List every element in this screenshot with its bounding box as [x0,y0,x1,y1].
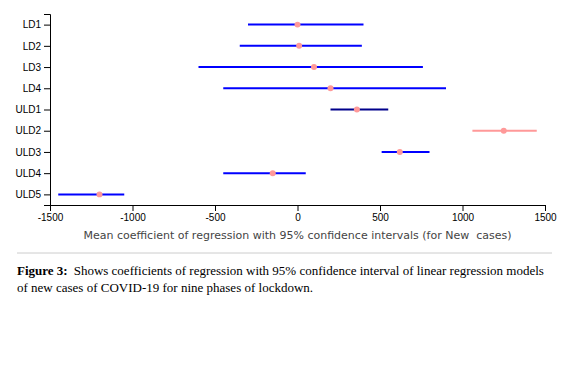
x-tick-label: -500 [205,212,225,223]
y-tick-mark [44,152,50,153]
x-tick-label: 500 [372,212,389,223]
separator [17,253,552,254]
plot-area [58,22,537,198]
y-tick-label: LD2 [23,41,42,52]
x-tick: 0 [295,205,301,223]
caption-text: Shows coefficients of regression with 95… [74,263,544,278]
y-tick: LD2 [23,41,50,52]
y-tick-label: ULD1 [15,104,41,115]
caption-text: of new cases of COVID-19 for nine phases… [17,280,313,295]
y-tick-label: ULD2 [15,125,41,136]
mean-marker [295,22,301,28]
x-tick-mark [298,205,299,211]
ci-line [199,66,423,68]
caption-label: Figure 3: [17,263,68,278]
y-tick-label: ULD4 [15,168,41,179]
y-tick: ULD4 [15,168,50,179]
x-tick-mark [463,205,464,211]
mean-marker [397,149,403,155]
x-axis: -1500 -1000 -500 0 500 1000 1500 [38,205,557,223]
y-tick-mark [44,131,50,132]
x-tick-label: 0 [295,212,301,223]
x-tick: -1500 [38,205,64,223]
mean-marker [328,85,334,91]
y-tick-mark [44,46,50,47]
x-tick: -500 [205,205,225,223]
y-axis: LD1 LD2 LD3 LD4 ULD1 ULD2 ULD3 ULD4 ULD5 [15,15,50,206]
y-tick-mark [44,173,50,174]
x-tick: -1000 [120,205,146,223]
x-tick-label: 1000 [452,212,475,223]
y-tick-label: ULD3 [15,147,41,158]
y-tick-mark [44,110,50,111]
y-tick: ULD2 [15,125,50,136]
mean-marker [270,170,276,176]
y-tick: LD4 [23,83,50,94]
ci-line [382,151,430,153]
x-tick-mark [380,205,381,211]
mean-marker [296,43,302,49]
x-tick-label: -1500 [38,212,64,223]
caption: Figure 3: Shows coefficients of regressio… [17,263,544,295]
x-axis-line [51,206,546,212]
y-tick-mark [44,67,50,68]
mean-marker [354,107,360,113]
x-tick-label: -1000 [120,212,146,223]
y-tick: ULD3 [15,147,50,158]
ci-line [223,172,306,174]
x-tick-mark [133,205,134,211]
chart: -1500 -1000 -500 0 500 1000 1500 LD1 LD2 LD3 LD4 UL… [0,0,569,367]
y-tick: LD1 [23,19,50,30]
y-tick: ULD1 [15,104,50,115]
y-tick-label: LD4 [23,83,42,94]
y-tick: LD3 [23,62,50,73]
x-tick: 1000 [452,205,475,223]
y-tick-mark [44,88,50,89]
mean-marker [501,128,507,134]
ci-line [248,24,364,26]
mean-marker [311,64,317,70]
y-tick: ULD5 [15,189,50,200]
x-tick: 1500 [534,205,557,223]
x-axis-title: Mean coefficient of regression with 95% … [83,229,511,242]
mean-marker [97,191,103,197]
y-tick-label: LD1 [23,19,42,30]
x-tick: 500 [372,205,389,223]
x-tick-mark [215,205,216,211]
x-tick-mark [545,205,546,211]
y-axis-line [44,15,51,206]
y-tick-label: LD3 [23,62,42,73]
y-tick-label: ULD5 [15,189,41,200]
y-tick-mark [44,25,50,26]
x-tick-label: 1500 [534,212,557,223]
ci-line [58,193,124,195]
y-tick-mark [44,194,50,195]
ci-line [223,87,446,89]
